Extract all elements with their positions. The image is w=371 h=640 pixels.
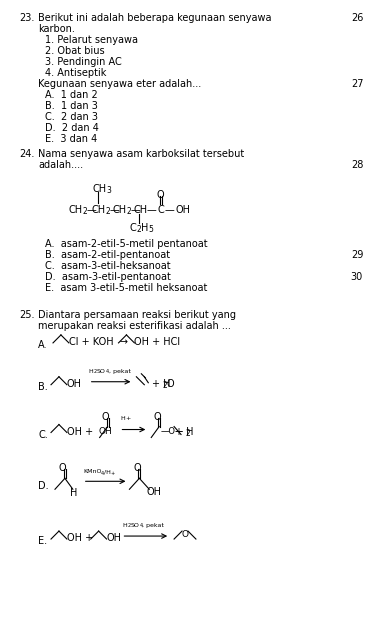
Text: 30: 30	[351, 272, 363, 282]
Text: A.  asam-2-etil-5-metil pentanoat: A. asam-2-etil-5-metil pentanoat	[45, 239, 208, 250]
Text: Kegunaan senyawa eter adalah...: Kegunaan senyawa eter adalah...	[38, 79, 201, 89]
Text: 4: 4	[101, 471, 104, 476]
Text: —: —	[146, 205, 156, 216]
Text: H: H	[70, 488, 77, 499]
Text: —O—: —O—	[160, 426, 184, 436]
Text: E.  3 dan 4: E. 3 dan 4	[45, 134, 97, 144]
Text: C: C	[129, 223, 136, 234]
Text: 2: 2	[127, 523, 131, 528]
Text: H: H	[122, 523, 127, 528]
Text: 3: 3	[106, 186, 111, 195]
Text: Berikut ini adalah beberapa kegunaan senyawa: Berikut ini adalah beberapa kegunaan sen…	[38, 13, 272, 23]
Text: SO: SO	[97, 369, 105, 374]
Text: B.: B.	[38, 381, 48, 392]
Text: adalah....: adalah....	[38, 160, 83, 170]
Text: C.: C.	[38, 429, 48, 440]
Text: —: —	[131, 205, 140, 216]
Text: A.  1 dan 2: A. 1 dan 2	[45, 90, 98, 100]
Text: 2: 2	[137, 225, 141, 234]
Text: B.  asam-2-etil-pentanoat: B. asam-2-etil-pentanoat	[45, 250, 170, 260]
Text: 26: 26	[351, 13, 363, 23]
Text: H: H	[141, 223, 149, 234]
Text: CH: CH	[69, 205, 83, 216]
Text: KMnO: KMnO	[84, 469, 102, 474]
Text: + H: + H	[175, 426, 194, 436]
Text: 2: 2	[83, 207, 88, 216]
Text: —: —	[109, 205, 119, 216]
Text: E.  asam 3-etil-5-metil heksanoat: E. asam 3-etil-5-metil heksanoat	[45, 283, 207, 293]
Text: , pekat: , pekat	[142, 523, 164, 528]
Text: D.  asam-3-etil-pentanoat: D. asam-3-etil-pentanoat	[45, 272, 171, 282]
Text: —: —	[164, 205, 174, 216]
Text: D.  2 dan 4: D. 2 dan 4	[45, 123, 99, 133]
Text: C.  2 dan 3: C. 2 dan 3	[45, 112, 98, 122]
Text: + H: + H	[152, 379, 171, 388]
Text: O: O	[181, 530, 188, 539]
Text: OH +: OH +	[67, 533, 93, 543]
Text: CH: CH	[112, 205, 127, 216]
Text: 2. Obat bius: 2. Obat bius	[45, 46, 105, 56]
Text: 4: 4	[106, 369, 109, 374]
Text: OH: OH	[175, 205, 190, 216]
Text: 5: 5	[148, 225, 153, 234]
Text: 2: 2	[127, 207, 131, 216]
Text: OH: OH	[106, 533, 122, 543]
Text: 27: 27	[351, 79, 363, 89]
Text: OH: OH	[67, 379, 82, 388]
Text: O: O	[59, 463, 66, 474]
Text: E.: E.	[38, 536, 47, 546]
Text: D.: D.	[38, 481, 49, 492]
Text: 28: 28	[351, 160, 363, 170]
Text: A.: A.	[38, 340, 47, 350]
Text: CH: CH	[134, 205, 148, 216]
Text: C.  asam-3-etil-heksanoat: C. asam-3-etil-heksanoat	[45, 261, 171, 271]
Text: 1. Pelarut senyawa: 1. Pelarut senyawa	[45, 35, 138, 45]
Text: 4: 4	[139, 523, 142, 528]
Text: O: O	[166, 379, 174, 388]
Text: merupakan reaksi esterifikasi adalah ...: merupakan reaksi esterifikasi adalah ...	[38, 321, 231, 331]
Text: 2: 2	[106, 207, 110, 216]
Text: 4. Antiseptik: 4. Antiseptik	[45, 68, 106, 78]
Text: +: +	[125, 415, 131, 420]
Text: 25.: 25.	[19, 310, 35, 320]
Text: H: H	[89, 369, 93, 374]
Text: Diantara persamaan reaksi berikut yang: Diantara persamaan reaksi berikut yang	[38, 310, 236, 320]
Text: SO: SO	[131, 523, 139, 528]
Text: OH: OH	[99, 426, 112, 436]
Text: OH: OH	[146, 487, 161, 497]
Text: —: —	[87, 205, 96, 216]
Text: 3. Pendingin AC: 3. Pendingin AC	[45, 57, 122, 67]
Text: 2: 2	[162, 381, 167, 390]
Text: C: C	[157, 205, 164, 216]
Text: karbon.: karbon.	[38, 24, 75, 35]
Text: 23.: 23.	[19, 13, 35, 23]
Text: O: O	[134, 463, 141, 474]
Text: O: O	[156, 189, 164, 200]
Text: Cl + KOH  →: Cl + KOH →	[69, 337, 128, 347]
Text: OH + HCl: OH + HCl	[134, 337, 181, 347]
Text: CH: CH	[92, 205, 106, 216]
Text: CH: CH	[93, 184, 107, 193]
Text: 2: 2	[186, 429, 191, 438]
Text: /H: /H	[104, 469, 111, 474]
Text: 2: 2	[94, 369, 97, 374]
Text: B.  1 dan 3: B. 1 dan 3	[45, 101, 98, 111]
Text: O: O	[102, 412, 109, 422]
Text: Nama senyawa asam karboksilat tersebut: Nama senyawa asam karboksilat tersebut	[38, 148, 244, 159]
Text: O: O	[153, 412, 161, 422]
Text: H: H	[121, 415, 125, 420]
Text: OH +: OH +	[67, 426, 93, 436]
Text: +: +	[111, 471, 115, 476]
Text: 29: 29	[351, 250, 363, 260]
Text: , pekat: , pekat	[109, 369, 131, 374]
Text: 24.: 24.	[19, 148, 35, 159]
